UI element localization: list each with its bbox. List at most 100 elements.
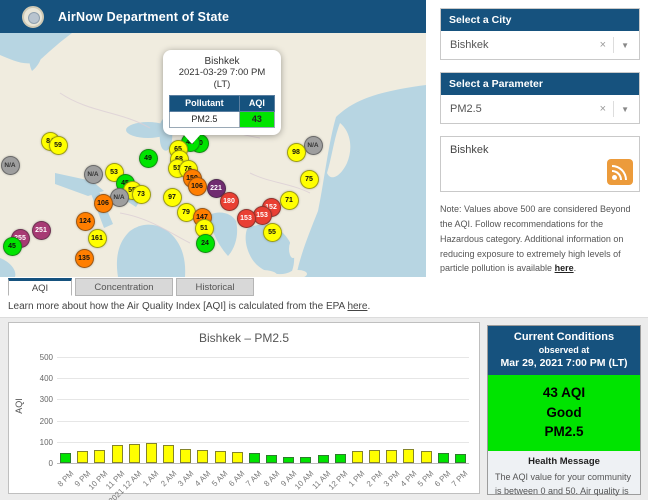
aqi-marker-161[interactable]: 161 bbox=[88, 229, 107, 248]
aqi-marker-251[interactable]: 251 bbox=[32, 221, 51, 240]
x-tick-label: 2 AM bbox=[159, 469, 178, 488]
gridline-200 bbox=[57, 421, 469, 422]
feed-city-label: Bishkek bbox=[450, 144, 630, 156]
observed-datetime: Mar 29, 2021 7:00 PM (LT) bbox=[490, 357, 638, 369]
gridline-300 bbox=[57, 399, 469, 400]
aqi-marker-na[interactable]: N/A bbox=[1, 156, 20, 175]
aqi-marker-135[interactable]: 135 bbox=[75, 249, 94, 268]
parameter-clear-icon[interactable]: × bbox=[593, 103, 613, 115]
aqi-marker-49[interactable]: 49 bbox=[139, 149, 158, 168]
health-message-box: Health Message The AQI value for your co… bbox=[488, 451, 640, 500]
tab-historical[interactable]: Historical bbox=[176, 278, 254, 296]
rss-icon[interactable] bbox=[607, 159, 633, 185]
bar-5-am[interactable] bbox=[215, 451, 226, 463]
city-select[interactable]: Bishkek × ▼ bbox=[441, 31, 639, 59]
aqi-marker-106[interactable]: 106 bbox=[188, 177, 207, 196]
bar-9-pm[interactable] bbox=[77, 451, 88, 463]
city-select-value: Bishkek bbox=[450, 39, 593, 51]
aqi-marker-75[interactable]: 75 bbox=[300, 170, 319, 189]
aqi-marker-71[interactable]: 71 bbox=[280, 191, 299, 210]
bar-10-pm[interactable] bbox=[94, 450, 105, 463]
aqi-marker-na[interactable]: N/A bbox=[84, 165, 103, 184]
bar-12-pm[interactable] bbox=[335, 454, 346, 463]
chart-title: Bishkek – PM2.5 bbox=[9, 331, 479, 345]
bar-1-pm[interactable] bbox=[352, 451, 363, 463]
gridline-500 bbox=[57, 357, 469, 358]
bar-7-am[interactable] bbox=[249, 453, 260, 463]
parameter-select[interactable]: PM2.5 × ▼ bbox=[441, 95, 639, 123]
aqi-marker-180[interactable]: 180 bbox=[220, 192, 239, 211]
y-tick-label: 500 bbox=[27, 353, 53, 362]
gridline-400 bbox=[57, 378, 469, 379]
aqi-map[interactable]: 8459N/AN/A534555N/A731061242512554516113… bbox=[0, 33, 426, 277]
x-tick-label: 8 AM bbox=[262, 469, 281, 488]
tab-concentration[interactable]: Concentration bbox=[75, 278, 173, 296]
popup-pollutant-header: Pollutant bbox=[170, 95, 240, 111]
x-tick-label: 1 AM bbox=[142, 469, 161, 488]
popup-pollutant-value: PM2.5 bbox=[170, 111, 240, 127]
aqi-marker-73[interactable]: 73 bbox=[132, 185, 151, 204]
bar-3-29-2021-12-am[interactable] bbox=[129, 444, 140, 463]
chart-y-axis-label: AQI bbox=[14, 398, 24, 414]
note-text: Note: Values above 500 are considered Be… bbox=[440, 204, 630, 273]
x-tick-label: 6 PM bbox=[433, 469, 453, 489]
bar-2-pm[interactable] bbox=[369, 450, 380, 463]
x-tick-label: 1 PM bbox=[347, 469, 367, 489]
popup-city: Bishkek bbox=[169, 56, 275, 67]
aqi-marker-59[interactable]: 59 bbox=[49, 136, 68, 155]
bar-6-pm[interactable] bbox=[438, 453, 449, 463]
popup-datetime: 2021-03-29 7:00 PM (LT) bbox=[169, 67, 275, 91]
bar-10-am[interactable] bbox=[300, 457, 311, 463]
bar-4-am[interactable] bbox=[197, 450, 208, 463]
health-message-text: The AQI value for your community is betw… bbox=[495, 471, 633, 500]
app-header: AirNow Department of State bbox=[0, 0, 426, 33]
gridline-0 bbox=[57, 463, 469, 464]
aqi-marker-55[interactable]: 55 bbox=[263, 223, 282, 242]
city-clear-icon[interactable]: × bbox=[593, 39, 613, 51]
bar-8-am[interactable] bbox=[266, 455, 277, 463]
aqi-marker-na[interactable]: N/A bbox=[304, 136, 323, 155]
bar-1-am[interactable] bbox=[146, 443, 157, 463]
city-feed-box: Bishkek bbox=[440, 136, 640, 192]
bar-9-am[interactable] bbox=[283, 457, 294, 463]
tab-bar: AQI Concentration Historical bbox=[8, 278, 257, 296]
bar-2-am[interactable] bbox=[163, 445, 174, 463]
aqi-marker-24[interactable]: 24 bbox=[196, 234, 215, 253]
bar-3-am[interactable] bbox=[180, 449, 191, 463]
bar-5-pm[interactable] bbox=[421, 451, 432, 463]
bar-11-pm[interactable] bbox=[112, 445, 123, 463]
aqi-marker-153[interactable]: 153 bbox=[237, 209, 256, 228]
y-tick-label: 400 bbox=[27, 374, 53, 383]
chevron-down-icon[interactable]: ▼ bbox=[614, 105, 633, 114]
aqi-marker-97[interactable]: 97 bbox=[163, 188, 182, 207]
x-tick-label: 7 PM bbox=[450, 469, 470, 489]
bar-3-pm[interactable] bbox=[386, 450, 397, 463]
x-tick-label: 5 PM bbox=[416, 469, 436, 489]
y-tick-label: 100 bbox=[27, 438, 53, 447]
aqi-category: Good bbox=[488, 403, 640, 423]
tab-aqi[interactable]: AQI bbox=[8, 278, 72, 296]
aqi-marker-98[interactable]: 98 bbox=[287, 143, 306, 162]
learn-more-here-link[interactable]: here bbox=[347, 301, 367, 312]
chevron-down-icon[interactable]: ▼ bbox=[614, 41, 633, 50]
x-tick-label: 5 AM bbox=[210, 469, 229, 488]
popup-aqi-header: AQI bbox=[239, 95, 274, 111]
popup-table: Pollutant AQI PM2.5 43 bbox=[169, 95, 275, 128]
aqi-marker-106[interactable]: 106 bbox=[94, 194, 113, 213]
aqi-marker-124[interactable]: 124 bbox=[76, 212, 95, 231]
popup-aqi-value: 43 bbox=[239, 111, 274, 127]
bar-8-pm[interactable] bbox=[60, 453, 71, 463]
popup-datetime-line2: (LT) bbox=[214, 79, 231, 90]
bar-4-pm[interactable] bbox=[403, 449, 414, 463]
parameter-select-panel: Select a Parameter PM2.5 × ▼ bbox=[440, 72, 640, 124]
bar-11-am[interactable] bbox=[318, 455, 329, 463]
bar-7-pm[interactable] bbox=[455, 454, 466, 463]
sidebar: Select a City Bishkek × ▼ Select a Param… bbox=[440, 8, 640, 276]
note-here-link[interactable]: here bbox=[555, 263, 574, 273]
learn-more-prefix: Learn more about how the Air Quality Ind… bbox=[8, 301, 347, 312]
bar-6-am[interactable] bbox=[232, 452, 243, 463]
x-tick-label: 3 AM bbox=[176, 469, 195, 488]
learn-more-suffix: . bbox=[367, 301, 370, 312]
aqi-marker-45[interactable]: 45 bbox=[3, 237, 22, 256]
map-popup: Bishkek 2021-03-29 7:00 PM (LT) Pollutan… bbox=[163, 50, 281, 135]
